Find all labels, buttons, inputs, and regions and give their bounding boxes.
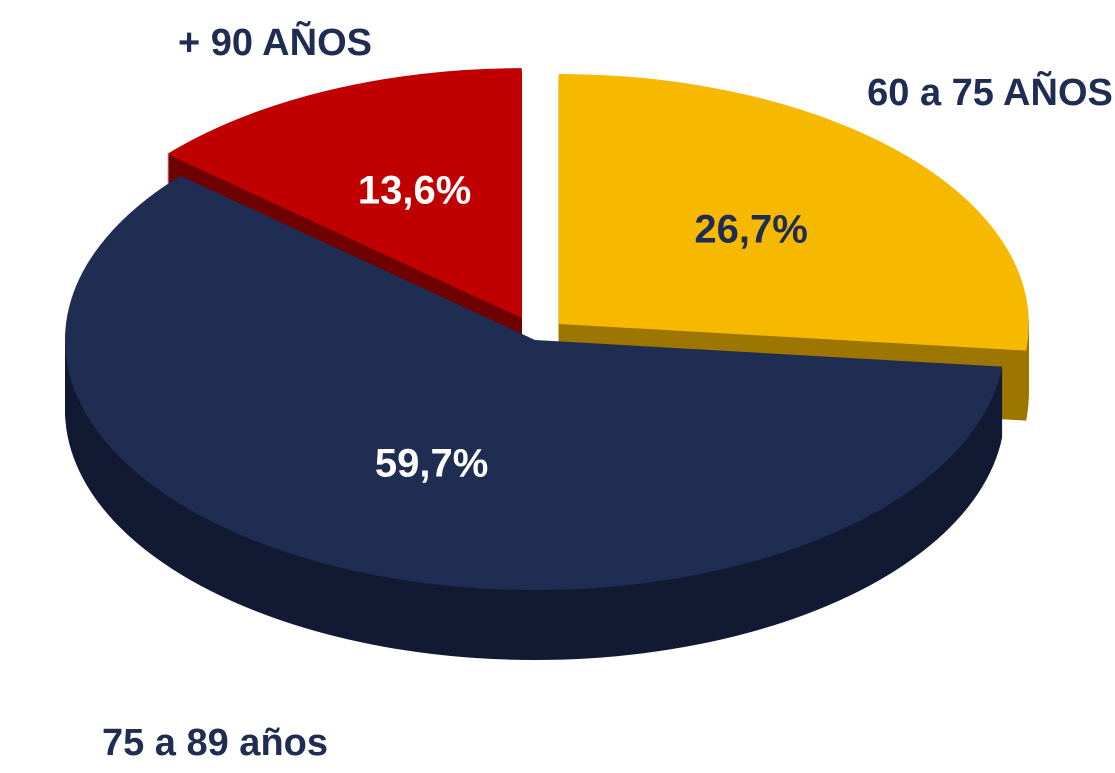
category-label: 60 a 75 AÑOS	[867, 70, 1113, 114]
category-label: + 90 AÑOS	[178, 20, 372, 64]
value-label: 26,7%	[694, 208, 807, 252]
slice	[558, 73, 1029, 351]
slice	[65, 175, 1003, 590]
category-label: 75 a 89 años	[102, 722, 328, 764]
pie-tops	[65, 68, 1029, 590]
slice	[167, 68, 522, 319]
value-label: 13,6%	[358, 169, 471, 213]
value-label: 59,7%	[375, 442, 488, 486]
